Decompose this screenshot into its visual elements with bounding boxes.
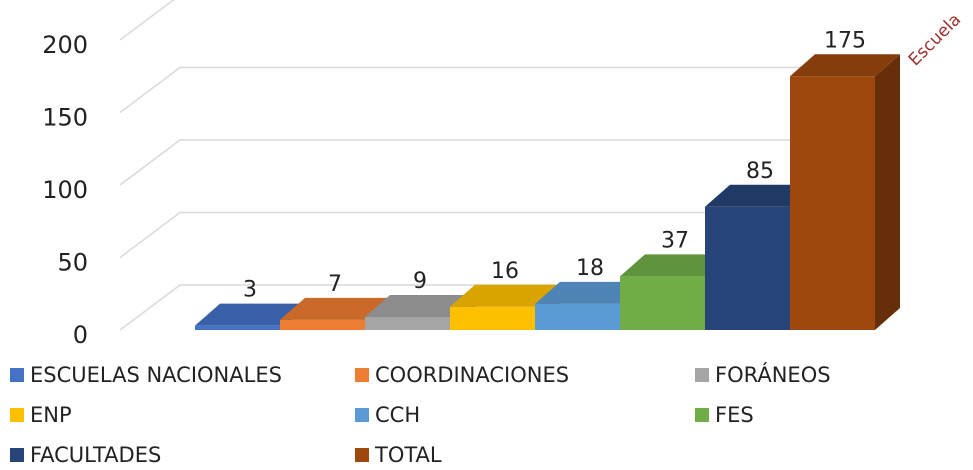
bar xyxy=(280,319,365,330)
bar-top xyxy=(790,54,900,77)
data-label: 7 xyxy=(328,272,342,297)
legend-swatch xyxy=(355,368,369,382)
grid-line xyxy=(119,66,895,114)
grid-line xyxy=(119,211,895,259)
bar-top xyxy=(195,303,305,326)
legend-swatch xyxy=(695,408,709,422)
legend-swatch xyxy=(10,368,24,382)
y-tick-label: 0 xyxy=(73,321,88,349)
legend-label: COORDINACIONES xyxy=(375,363,569,387)
legend-label: ENP xyxy=(30,403,72,427)
bar-top xyxy=(705,184,815,207)
data-label: 9 xyxy=(413,269,427,294)
bar xyxy=(705,206,790,330)
legend-label: FORÁNEOS xyxy=(715,362,831,387)
annotation: Escuela xyxy=(905,10,965,70)
bar xyxy=(620,276,705,330)
bar-top xyxy=(535,281,645,304)
data-label: 16 xyxy=(491,259,519,284)
y-tick-label: 50 xyxy=(57,249,88,277)
bar-top xyxy=(365,294,475,317)
y-tick-label: 100 xyxy=(42,176,88,204)
y-tick-label: 150 xyxy=(42,104,88,132)
data-label: 18 xyxy=(576,256,604,281)
legend-swatch xyxy=(10,448,24,462)
bar-top xyxy=(620,254,730,277)
legend-label: TOTAL xyxy=(374,443,442,467)
legend-swatch xyxy=(355,448,369,462)
legend-label: CCH xyxy=(375,403,420,427)
data-label: 37 xyxy=(661,228,689,253)
data-label: 85 xyxy=(746,159,774,184)
legend-label: FES xyxy=(715,403,754,427)
grid-line xyxy=(119,139,895,186)
grid-line xyxy=(119,0,175,41)
legend-swatch xyxy=(695,368,709,382)
legend-swatch xyxy=(355,408,369,422)
bar xyxy=(365,316,450,330)
bar-top xyxy=(450,284,560,307)
data-label: 175 xyxy=(824,28,866,53)
data-label: 3 xyxy=(243,278,257,303)
bar xyxy=(195,325,280,330)
legend-label: ESCUELAS NACIONALES xyxy=(30,363,282,387)
bar-side xyxy=(875,54,900,330)
legend-swatch xyxy=(10,408,24,422)
bar xyxy=(535,303,620,330)
y-tick-label: 200 xyxy=(42,31,88,59)
bar xyxy=(790,76,875,330)
legend-label: FACULTADES xyxy=(30,443,161,467)
bar xyxy=(450,306,535,330)
bar-top xyxy=(280,297,390,320)
